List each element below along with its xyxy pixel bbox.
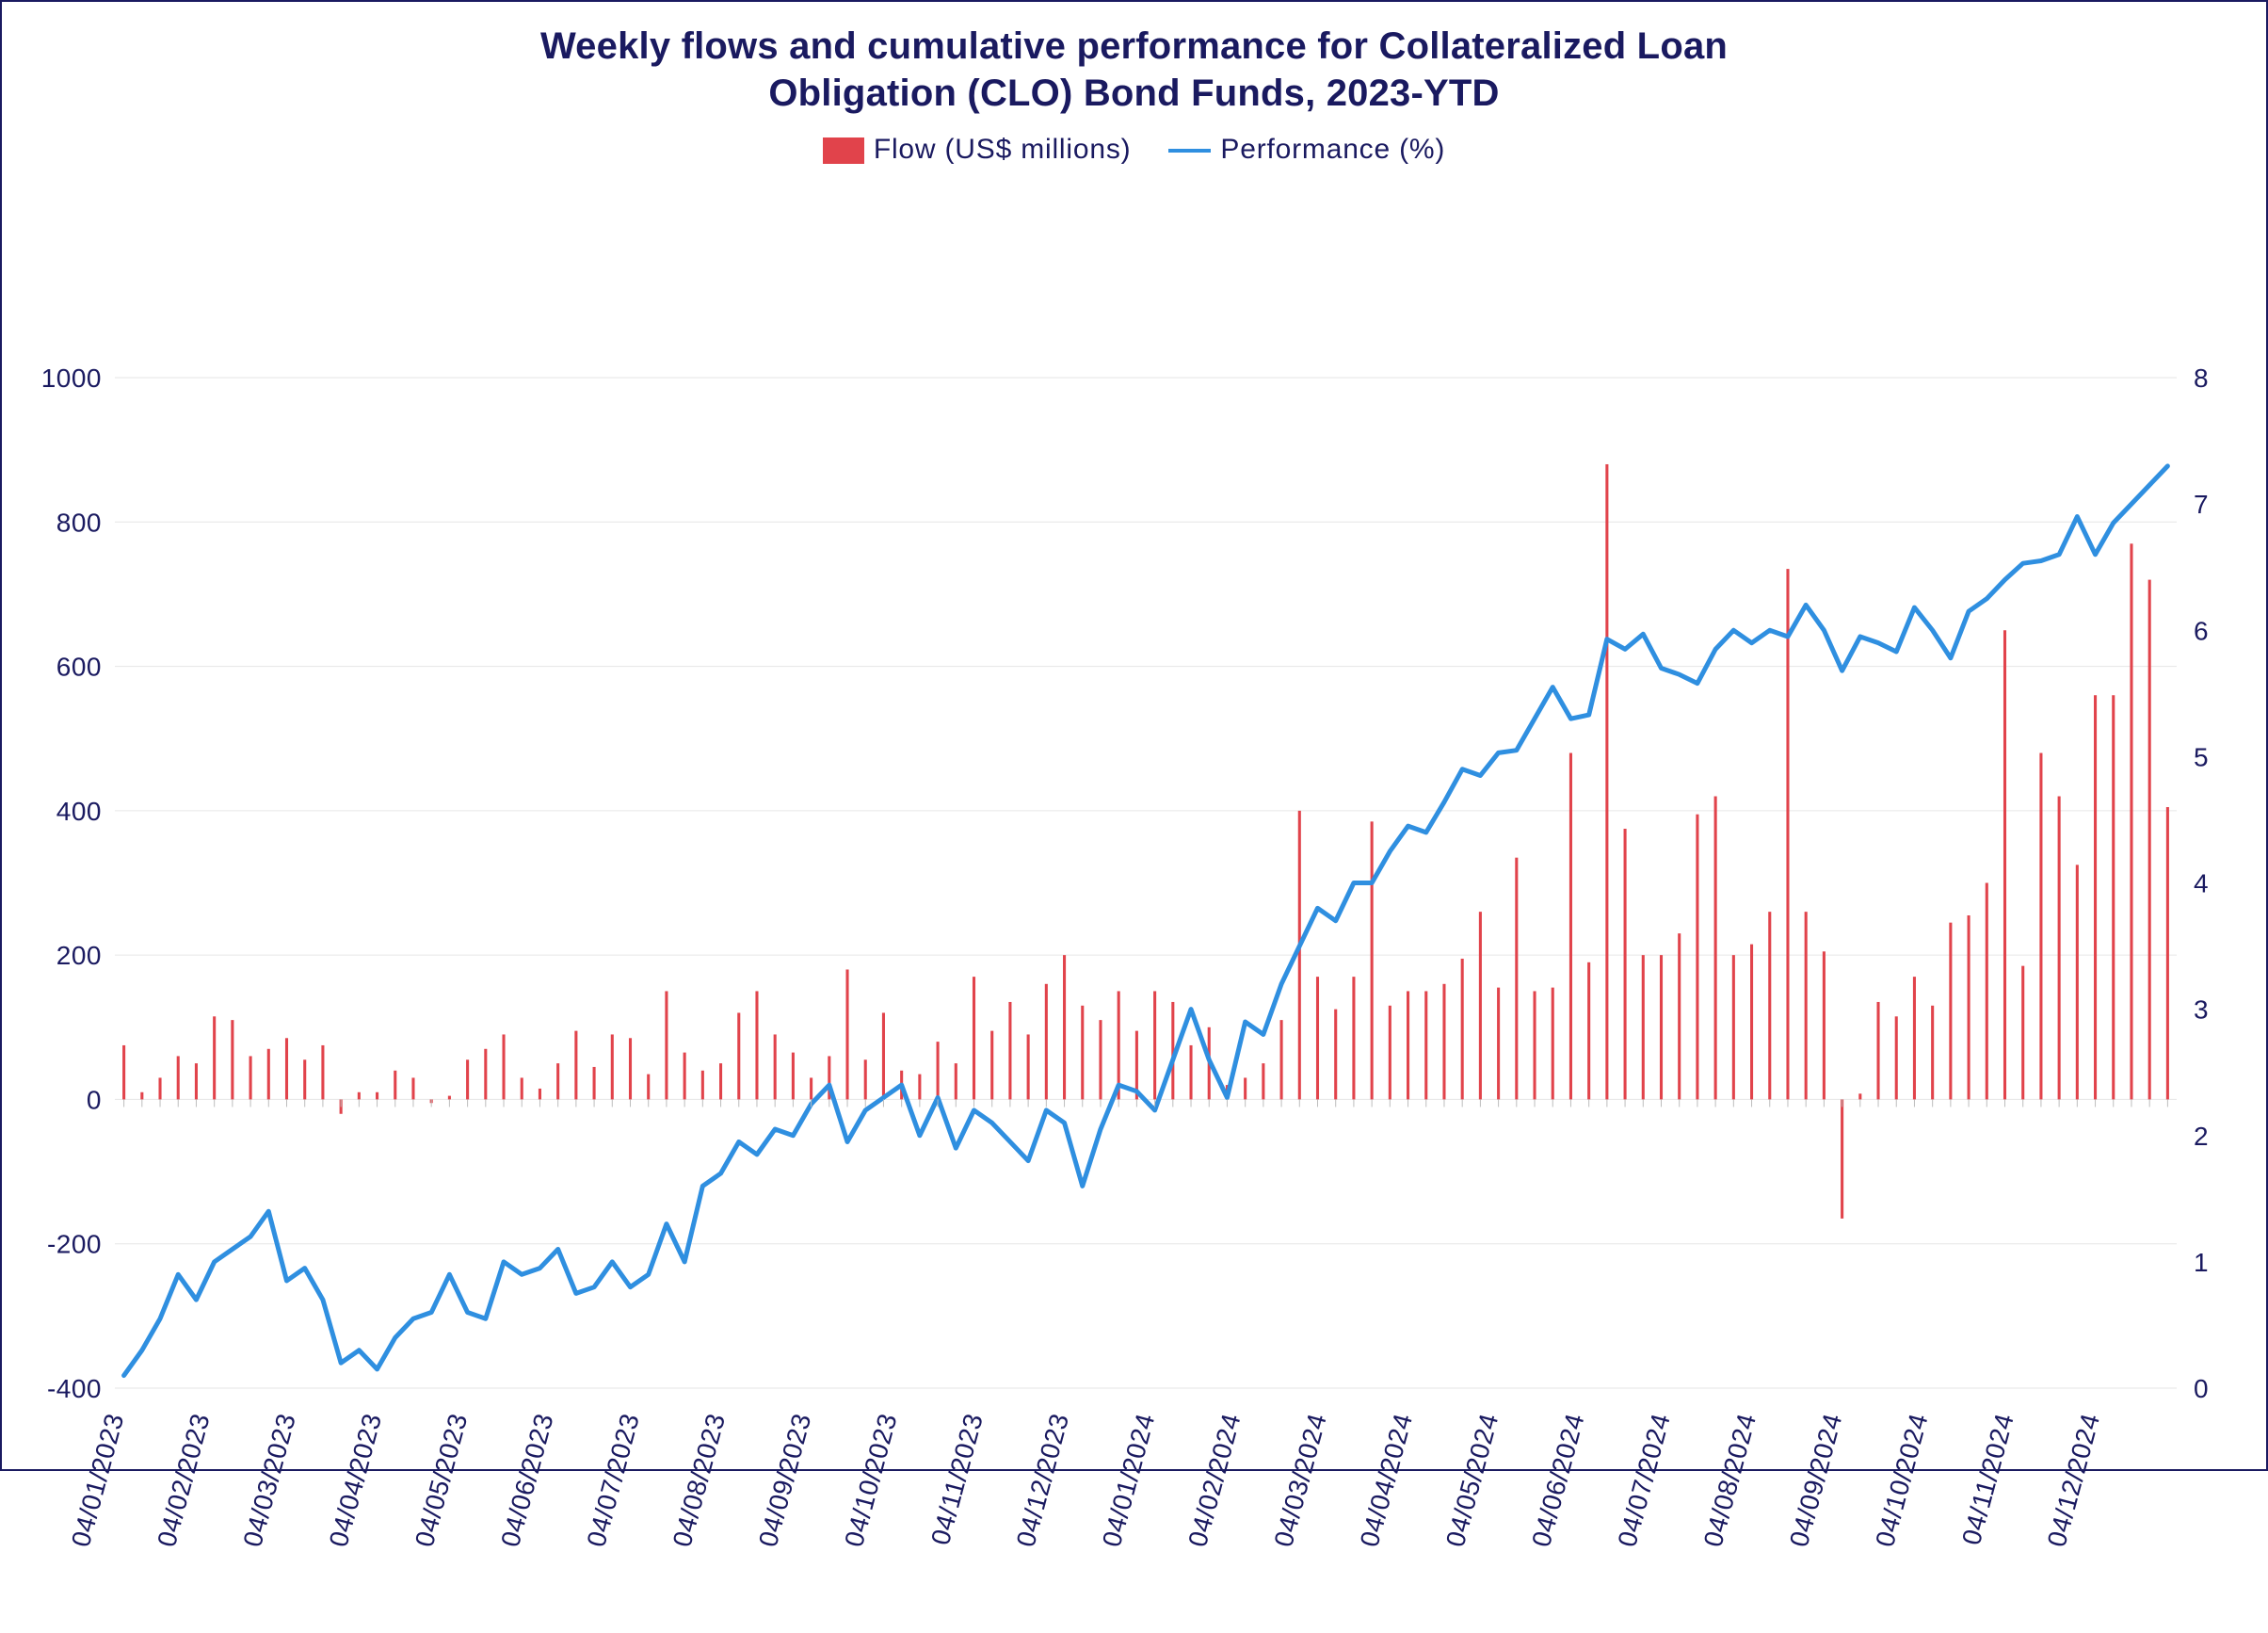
svg-text:1000: 1000: [41, 364, 102, 393]
svg-text:04/04/2024: 04/04/2024: [1355, 1411, 1419, 1550]
svg-text:04/01/2023: 04/01/2023: [66, 1411, 130, 1550]
svg-text:04/03/2024: 04/03/2024: [1268, 1411, 1332, 1550]
svg-text:3: 3: [2194, 995, 2209, 1025]
plot-area: -400 -200 0 200 400 600 800 1000 0 1 2 3 4 5 6 7 8 04/01/…: [2, 166, 2266, 1633]
bars-flow: [122, 464, 2169, 1219]
grid: [115, 378, 2177, 1388]
svg-text:04/07/2024: 04/07/2024: [1612, 1411, 1676, 1550]
title-line1: Weekly flows and cumulative performance …: [540, 25, 1728, 67]
title-line2: Obligation (CLO) Bond Funds, 2023-YTD: [768, 73, 1499, 114]
combo-chart-svg: -400 -200 0 200 400 600 800 1000 0 1 2 3 4 5 6 7 8 04/01/…: [2, 166, 2266, 1633]
chart-legend: Flow (US$ millions) Performance (%): [2, 117, 2266, 166]
svg-text:04/09/2023: 04/09/2023: [753, 1411, 817, 1550]
svg-text:04/10/2023: 04/10/2023: [839, 1411, 903, 1550]
svg-text:6: 6: [2194, 616, 2209, 645]
svg-text:04/06/2023: 04/06/2023: [495, 1411, 559, 1550]
svg-text:400: 400: [56, 797, 102, 826]
svg-text:04/01/2024: 04/01/2024: [1097, 1411, 1161, 1550]
chart-title: Weekly flows and cumulative performance …: [2, 2, 2266, 117]
svg-text:04/03/2023: 04/03/2023: [237, 1411, 301, 1550]
svg-text:04/04/2023: 04/04/2023: [324, 1411, 388, 1550]
svg-text:04/10/2024: 04/10/2024: [1870, 1411, 1934, 1550]
svg-text:04/05/2024: 04/05/2024: [1440, 1411, 1504, 1550]
legend-perf-swatch: [1168, 149, 1211, 153]
svg-text:04/06/2024: 04/06/2024: [1526, 1411, 1590, 1550]
chart-frame: Weekly flows and cumulative performance …: [0, 0, 2268, 1471]
svg-text:04/05/2023: 04/05/2023: [410, 1411, 474, 1550]
x-axis: 04/01/2023 04/02/2023 04/03/2023 04/04/2023…: [66, 1411, 2105, 1550]
svg-text:04/07/2023: 04/07/2023: [581, 1411, 645, 1550]
svg-text:04/11/2024: 04/11/2024: [1956, 1411, 2019, 1548]
svg-text:7: 7: [2194, 490, 2209, 519]
svg-text:0: 0: [2194, 1374, 2209, 1403]
y-axis-right: 0 1 2 3 4 5 6 7 8: [2194, 364, 2209, 1403]
legend-flow-label: Flow (US$ millions): [874, 134, 1132, 165]
svg-text:200: 200: [56, 941, 102, 970]
svg-text:04/02/2024: 04/02/2024: [1182, 1411, 1247, 1550]
svg-text:04/08/2024: 04/08/2024: [1698, 1411, 1762, 1550]
svg-text:04/11/2023: 04/11/2023: [925, 1411, 989, 1548]
svg-text:-200: -200: [47, 1230, 102, 1259]
svg-text:2: 2: [2194, 1122, 2209, 1151]
legend-perf-label: Performance (%): [1220, 134, 1445, 165]
line-performance: [124, 466, 2168, 1376]
svg-text:4: 4: [2194, 869, 2209, 898]
svg-text:04/02/2023: 04/02/2023: [152, 1411, 216, 1550]
svg-text:04/09/2024: 04/09/2024: [1784, 1411, 1848, 1550]
svg-text:04/12/2024: 04/12/2024: [2042, 1411, 2106, 1550]
svg-text:1: 1: [2194, 1248, 2209, 1277]
svg-text:-400: -400: [47, 1374, 102, 1403]
svg-text:800: 800: [56, 508, 102, 537]
legend-flow-swatch: [823, 137, 864, 164]
svg-text:04/08/2023: 04/08/2023: [668, 1411, 732, 1550]
svg-text:8: 8: [2194, 364, 2209, 393]
svg-text:0: 0: [87, 1085, 102, 1114]
svg-text:5: 5: [2194, 742, 2209, 771]
svg-text:600: 600: [56, 653, 102, 682]
y-axis-left: -400 -200 0 200 400 600 800 1000: [41, 364, 102, 1403]
svg-text:04/12/2023: 04/12/2023: [1011, 1411, 1075, 1550]
